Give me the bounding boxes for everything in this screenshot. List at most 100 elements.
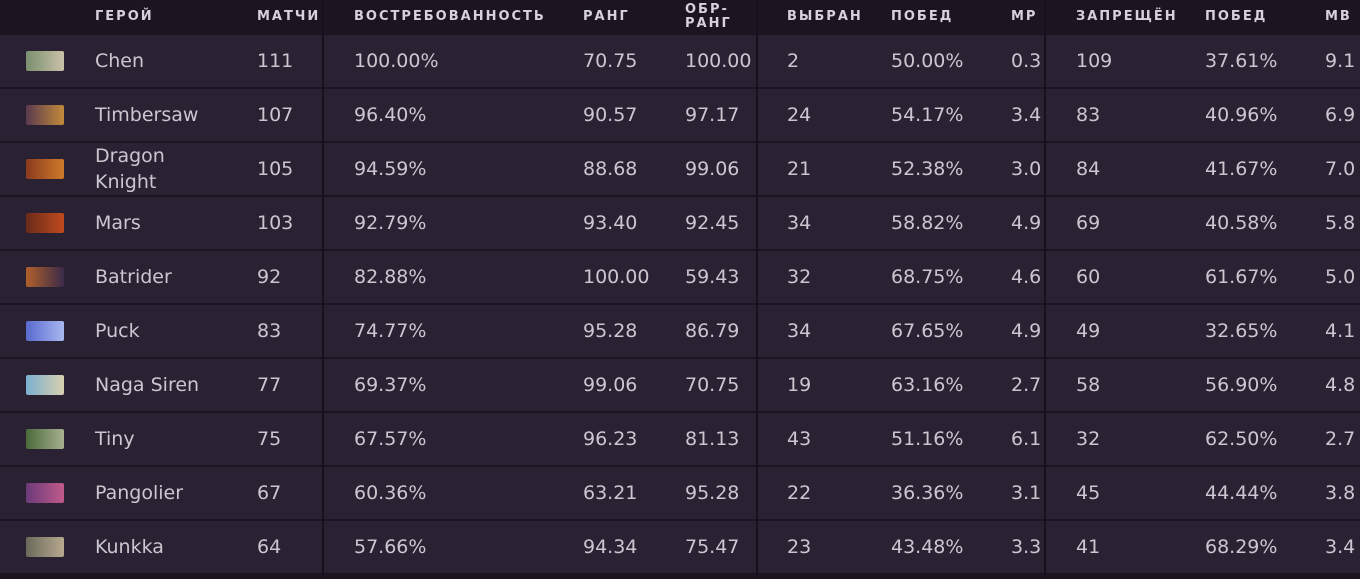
stat-value: 111 — [257, 50, 294, 72]
column-header: ЗАПРЕЩЁН — [1076, 8, 1178, 24]
column-divider — [1044, 0, 1046, 579]
stat-value: 41.67% — [1205, 158, 1278, 180]
stat-value: 5.8 — [1325, 212, 1356, 234]
hero-icon — [26, 159, 64, 179]
stat-value: 90.57 — [583, 104, 638, 126]
stat-value: 99.06 — [583, 374, 638, 396]
hero-name: Mars — [95, 212, 141, 234]
stat-value: 57.66% — [354, 536, 427, 558]
stat-value: 105 — [257, 158, 294, 180]
stat-value: 69 — [1076, 212, 1101, 234]
stat-value: 77 — [257, 374, 282, 396]
table-row: Pangolier 67 60.36% 63.21 95.28 22 36.36% 3.1 45… — [0, 467, 1360, 519]
hero-icon — [26, 267, 64, 287]
hero-name: Kunkka — [95, 536, 164, 558]
stat-value: 43.48% — [891, 536, 964, 558]
stat-value: 100.00% — [354, 50, 439, 72]
stat-value: 100.00 — [685, 50, 752, 72]
column-header: ГЕРОЙ — [95, 8, 154, 24]
stat-value: 68.75% — [891, 266, 964, 288]
hero-icon — [26, 537, 64, 557]
hero-icon — [26, 105, 64, 125]
stat-value: 36.36% — [891, 482, 964, 504]
stat-value: 22 — [787, 482, 812, 504]
stat-value: 4.9 — [1011, 320, 1042, 342]
stat-value: 109 — [1076, 50, 1113, 72]
stat-value: 75 — [257, 428, 282, 450]
stat-value: 95.28 — [583, 320, 638, 342]
stat-value: 84 — [1076, 158, 1101, 180]
stat-value: 3.4 — [1011, 104, 1042, 126]
stat-value: 23 — [787, 536, 812, 558]
column-divider — [322, 0, 324, 579]
stat-value: 6.9 — [1325, 104, 1356, 126]
stat-value: 94.59% — [354, 158, 427, 180]
stat-value: 74.77% — [354, 320, 427, 342]
stat-value: 44.44% — [1205, 482, 1278, 504]
stat-value: 3.0 — [1011, 158, 1042, 180]
stat-value: 4.6 — [1011, 266, 1042, 288]
stat-value: 3.3 — [1011, 536, 1042, 558]
stat-value: 60.36% — [354, 482, 427, 504]
table-row: Tiny 75 67.57% 96.23 81.13 43 51.16% 6.1 32 62.50… — [0, 413, 1360, 465]
stat-value: 58.82% — [891, 212, 964, 234]
stat-value: 93.40 — [583, 212, 638, 234]
table-row: Puck 83 74.77% 95.28 86.79 34 67.65% 4.9 49 32.65… — [0, 305, 1360, 357]
stat-value: 2.7 — [1325, 428, 1356, 450]
stat-value: 3.1 — [1011, 482, 1042, 504]
stat-value: 92 — [257, 266, 282, 288]
stat-value: 40.58% — [1205, 212, 1278, 234]
stat-value: 82.88% — [354, 266, 427, 288]
stat-value: 92.79% — [354, 212, 427, 234]
stat-value: 19 — [787, 374, 812, 396]
stat-value: 2.7 — [1011, 374, 1042, 396]
stat-value: 62.50% — [1205, 428, 1278, 450]
stat-value: 88.68 — [583, 158, 638, 180]
stat-value: 37.61% — [1205, 50, 1278, 72]
stat-value: 6.1 — [1011, 428, 1042, 450]
stat-value: 107 — [257, 104, 294, 126]
column-header: ОБР- РАНГ — [685, 1, 732, 31]
table-row: Kunkka 64 57.66% 94.34 75.47 23 43.48% 3.3 41 68.… — [0, 521, 1360, 573]
stat-value: 54.17% — [891, 104, 964, 126]
stat-value: 67.65% — [891, 320, 964, 342]
stat-value: 3.8 — [1325, 482, 1356, 504]
hero-icon — [26, 51, 64, 71]
column-header: ВЫБРАН — [787, 8, 863, 24]
stat-value: 32 — [787, 266, 812, 288]
column-header: ВОСТРЕБОВАННОСТЬ — [354, 8, 546, 24]
stat-value: 70.75 — [583, 50, 638, 72]
stat-value: 0.3 — [1011, 50, 1042, 72]
hero-name: Pangolier — [95, 482, 184, 504]
stat-value: 32 — [1076, 428, 1101, 450]
hero-name: Batrider — [95, 266, 172, 288]
stat-value: 9.1 — [1325, 50, 1356, 72]
stat-value: 34 — [787, 320, 812, 342]
column-header: МАТЧИ — [257, 8, 321, 24]
stat-value: 94.34 — [583, 536, 638, 558]
stat-value: 96.40% — [354, 104, 427, 126]
hero-name: Puck — [95, 320, 140, 342]
hero-icon — [26, 321, 64, 341]
stat-value: 83 — [257, 320, 282, 342]
stat-value: 2 — [787, 50, 800, 72]
stat-value: 83 — [1076, 104, 1101, 126]
stat-value: 7.0 — [1325, 158, 1356, 180]
hero-name: Tiny — [95, 428, 135, 450]
stat-value: 64 — [257, 536, 282, 558]
stat-value: 5.0 — [1325, 266, 1356, 288]
table-row: Naga Siren 77 69.37% 99.06 70.75 19 63.16% 2.7 5… — [0, 359, 1360, 411]
stat-value: 92.45 — [685, 212, 740, 234]
stat-value: 70.75 — [685, 374, 740, 396]
stat-value: 67 — [257, 482, 282, 504]
stat-value: 43 — [787, 428, 812, 450]
hero-name: Naga Siren — [95, 374, 200, 396]
column-header: ПОБЕД — [891, 8, 954, 24]
table-row: Dragon Knight 105 94.59% 88.68 99.06 21 52.38%… — [0, 143, 1360, 195]
hero-icon — [26, 213, 64, 233]
hero-name: Timbersaw — [95, 104, 199, 126]
table-row: Chen 111 100.00% 70.75 100.00 2 50.00% 0.3 109 37… — [0, 35, 1360, 87]
stat-value: 69.37% — [354, 374, 427, 396]
stat-value: 40.96% — [1205, 104, 1278, 126]
